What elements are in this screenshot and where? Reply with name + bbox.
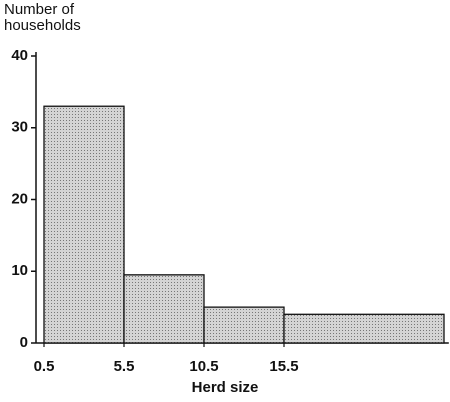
x-tick-label: 0.5 bbox=[34, 358, 55, 375]
bar bbox=[43, 105, 125, 344]
x-tick-label: 5.5 bbox=[114, 358, 135, 375]
y-tick-label: 40 bbox=[11, 47, 28, 64]
y-tick-label: 0 bbox=[20, 334, 28, 351]
bar bbox=[203, 306, 285, 344]
x-axis-title: Herd size bbox=[192, 379, 259, 396]
y-tick-label: 20 bbox=[11, 190, 28, 207]
y-tick-label: 30 bbox=[11, 119, 28, 136]
x-tick-label: 15.5 bbox=[269, 358, 298, 375]
y-axis-title: Number of households bbox=[4, 1, 81, 34]
bar bbox=[123, 274, 205, 344]
x-tick-label: 10.5 bbox=[189, 358, 218, 375]
y-tick-label: 10 bbox=[11, 262, 28, 279]
bar bbox=[283, 313, 445, 344]
